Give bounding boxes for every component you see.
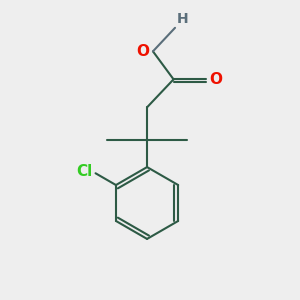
- Text: O: O: [136, 44, 149, 59]
- Text: H: H: [176, 12, 188, 26]
- Text: O: O: [209, 72, 223, 87]
- Text: Cl: Cl: [76, 164, 93, 179]
